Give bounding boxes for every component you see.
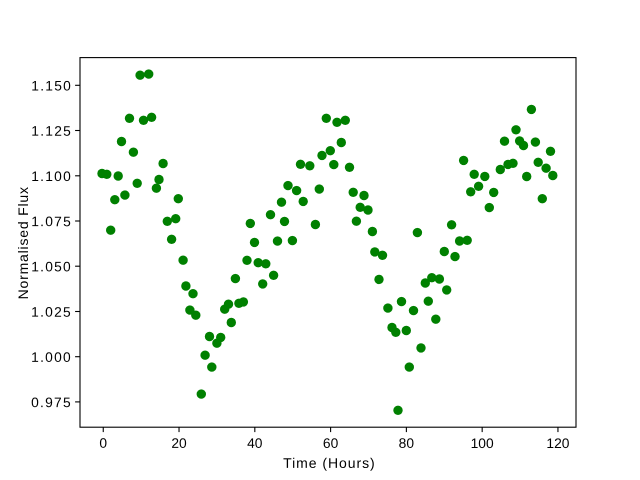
svg-text:40: 40 [247, 436, 263, 451]
svg-text:120: 120 [546, 436, 569, 451]
svg-text:1.025: 1.025 [31, 305, 72, 320]
svg-text:60: 60 [323, 436, 339, 451]
svg-text:20: 20 [171, 436, 187, 451]
svg-text:100: 100 [471, 436, 494, 451]
svg-text:0.975: 0.975 [31, 395, 72, 410]
svg-text:1.050: 1.050 [31, 259, 72, 274]
svg-text:Normalised Flux: Normalised Flux [15, 186, 31, 299]
svg-text:1.100: 1.100 [31, 169, 72, 184]
svg-text:1.075: 1.075 [31, 214, 72, 229]
svg-text:1.150: 1.150 [31, 78, 72, 93]
svg-text:1.000: 1.000 [31, 350, 72, 365]
svg-text:80: 80 [399, 436, 415, 451]
svg-text:1.125: 1.125 [31, 124, 72, 139]
svg-text:Time (Hours): Time (Hours) [283, 455, 376, 471]
svg-text:0: 0 [99, 436, 107, 451]
